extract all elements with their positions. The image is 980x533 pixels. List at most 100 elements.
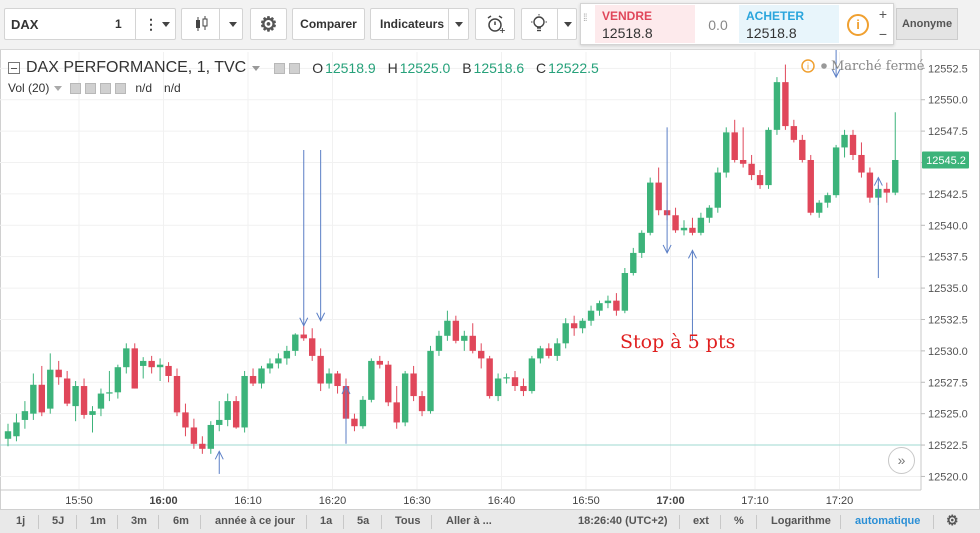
sell-button[interactable]: VENDRE 12518.8: [595, 5, 695, 43]
settings-button[interactable]: ⚙: [250, 8, 287, 40]
arrow-up[interactable]: [341, 384, 351, 444]
auto-scale-toggle[interactable]: automatique: [855, 515, 921, 527]
arrow-up[interactable]: [873, 176, 883, 279]
y-tick-label: 12537.5: [928, 252, 968, 264]
plus-button[interactable]: +: [878, 6, 888, 22]
candle: [706, 205, 713, 223]
candle: [554, 338, 561, 361]
candle-body: [216, 419, 223, 425]
candle: [596, 300, 603, 316]
price-axis[interactable]: 12520.0 12522.5 12525.0 12527.5 12530.0 12532…: [921, 63, 968, 483]
indicators-dropdown-icon[interactable]: [455, 21, 463, 27]
interval-label[interactable]: 1: [115, 17, 122, 31]
candle-body: [224, 401, 231, 420]
arrow-up[interactable]: [688, 249, 697, 341]
buy-button[interactable]: ACHETER 12518.8: [739, 5, 839, 43]
candle: [723, 127, 730, 178]
candle: [21, 401, 29, 429]
market-closed-info-icon[interactable]: [801, 59, 815, 73]
x-tick-label: 17:10: [741, 495, 769, 507]
candle-body: [630, 252, 637, 274]
candle: [680, 220, 688, 236]
candle: [317, 348, 324, 392]
go-to-date-button[interactable]: Aller à ...: [446, 515, 492, 527]
range-1y[interactable]: 1a: [320, 515, 333, 527]
range-all[interactable]: Tous: [395, 515, 421, 527]
interval-dropdown-icon[interactable]: [162, 21, 170, 27]
volume-eye-icon[interactable]: [70, 82, 82, 94]
log-scale-toggle[interactable]: Logarithme: [771, 515, 831, 527]
range-1m[interactable]: 1m: [90, 515, 106, 527]
candle: [241, 370, 248, 433]
arrow-head: [316, 312, 326, 322]
user-label: Anonyme: [901, 18, 953, 30]
range-ytd[interactable]: année à ce jour: [215, 515, 296, 527]
arrow-down[interactable]: [299, 149, 309, 327]
time-axis[interactable]: 15:50 16:00 16:10 16:20 16:30 16:40 16:50 17:00…: [65, 495, 853, 507]
candle-body: [723, 132, 730, 173]
indicators-button[interactable]: Indicateurs: [370, 8, 469, 40]
symbol-title-dropdown-icon[interactable]: [252, 65, 261, 71]
candle-body: [773, 82, 781, 130]
arrow-up[interactable]: [214, 450, 224, 474]
ideas-dropdown-icon[interactable]: [564, 21, 572, 27]
chart-settings-gear-icon[interactable]: ⚙: [946, 512, 959, 528]
arrow-down[interactable]: [662, 127, 672, 255]
candle: [47, 353, 54, 414]
ideas-button[interactable]: [521, 8, 577, 40]
y-tick-label: 12542.5: [928, 189, 968, 201]
more-dots-icon[interactable]: ⋮: [144, 15, 158, 32]
candle-body: [165, 365, 172, 376]
candle: [114, 364, 122, 399]
volume-title[interactable]: Vol (20): [8, 81, 50, 95]
volume-dropdown-icon[interactable]: [54, 85, 63, 91]
candle: [393, 386, 400, 429]
chart-style-button[interactable]: [181, 8, 243, 40]
market-status-label: Marché fermé: [831, 59, 925, 74]
candle: [545, 343, 552, 359]
legend-settings-icon[interactable]: [289, 62, 301, 74]
range-5y[interactable]: 5a: [357, 515, 370, 527]
close-label: C: [536, 60, 547, 76]
symbol-search[interactable]: DAX 1 ⋮: [4, 8, 176, 40]
symbol-title[interactable]: DAX PERFORMANCE, 1, TVC: [26, 59, 247, 76]
volume-settings-icon[interactable]: [85, 82, 97, 94]
collapse-legend-icon[interactable]: [8, 62, 20, 74]
arrow-down[interactable]: [831, 50, 841, 79]
candle-body: [604, 300, 612, 304]
chart-style-dropdown-icon[interactable]: [229, 21, 237, 27]
clock-display[interactable]: 18:26:40 (UTC+2): [578, 515, 668, 527]
drag-handle-icon[interactable]: ⁞⁞: [583, 13, 587, 24]
range-5d[interactable]: 5J: [52, 515, 65, 527]
range-1d[interactable]: 1j: [16, 515, 26, 527]
candle-body: [714, 172, 721, 208]
volume-add-icon[interactable]: [100, 82, 112, 94]
range-6m[interactable]: 6m: [173, 515, 189, 527]
candle-body: [410, 373, 417, 397]
minus-button[interactable]: −: [878, 26, 888, 42]
volume-value-2: n/d: [164, 81, 181, 95]
candle: [714, 167, 721, 213]
user-menu-button[interactable]: Anonyme: [896, 8, 958, 40]
extended-hours-toggle[interactable]: ext: [693, 515, 709, 527]
candle-body: [385, 364, 392, 403]
annotation-text[interactable]: Stop à 5 pts: [620, 331, 735, 353]
volume-close-icon[interactable]: [115, 82, 127, 94]
info-icon[interactable]: i: [847, 14, 869, 36]
range-3m[interactable]: 3m: [131, 515, 147, 527]
candle-body: [866, 172, 874, 198]
lightbulb-icon: [531, 14, 547, 32]
percent-scale-toggle[interactable]: %: [734, 515, 744, 527]
legend-eye-icon[interactable]: [274, 62, 286, 74]
compare-button[interactable]: Comparer: [292, 8, 365, 40]
candle-body: [613, 300, 620, 311]
candle: [427, 345, 434, 414]
candle: [63, 370, 71, 407]
candle: [435, 330, 443, 356]
arrow-down[interactable]: [316, 149, 326, 322]
alert-button[interactable]: +: [475, 8, 515, 40]
candle: [401, 370, 409, 427]
candlestick-chart[interactable]: 12520.0 12522.5 12525.0 12527.5 12530.0 12532…: [0, 50, 980, 509]
scroll-to-realtime-button[interactable]: »: [888, 447, 915, 474]
candle: [359, 396, 367, 429]
